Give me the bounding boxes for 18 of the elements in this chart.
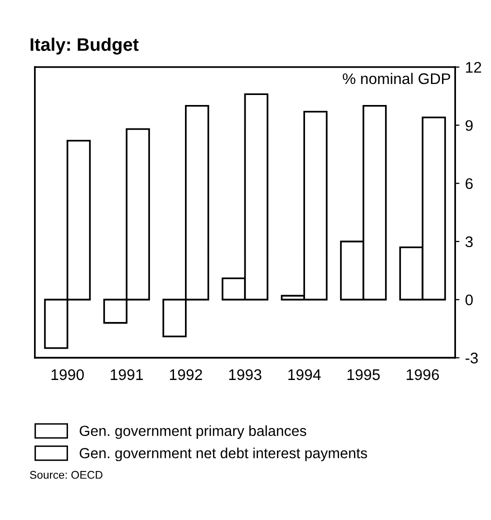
legend-label: Gen. government net debt interest payments [80, 448, 368, 462]
x-tick-label: 1995 [348, 369, 380, 380]
y-tick-label: -3 [466, 352, 478, 364]
legend-label: Gen. government primary balances [80, 425, 306, 439]
x-tick-label: 1994 [288, 369, 321, 380]
x-tick-label: 1990 [52, 369, 84, 380]
annotation: % nominal GDP [342, 72, 450, 84]
y-tick-label: 3 [465, 236, 473, 248]
y-tick-label: 12 [466, 62, 482, 73]
y-tick-label: 6 [466, 178, 473, 190]
y-tick-label: 0 [465, 294, 473, 306]
x-tick-label: 1993 [229, 369, 262, 380]
x-tick-label: 1996 [406, 369, 439, 380]
source-note: Source: OECD [30, 470, 102, 479]
x-tick-label: 1991 [110, 369, 143, 380]
x-tick-label: 1992 [170, 369, 202, 380]
chart-title: Italy: Budget [30, 38, 139, 55]
y-tick-label: 9 [466, 120, 473, 131]
